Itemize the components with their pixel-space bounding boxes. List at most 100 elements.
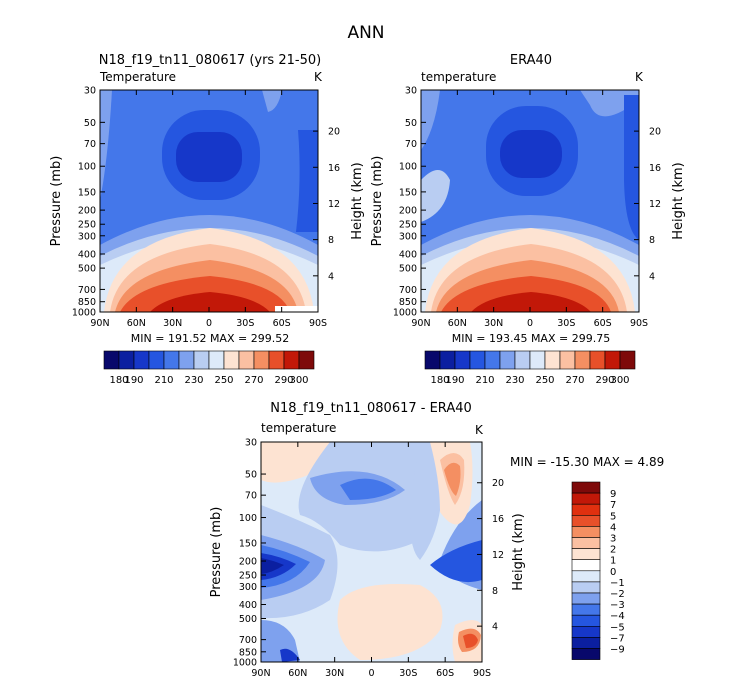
panel-difference-units: K	[475, 423, 484, 437]
contour-fill-300	[150, 292, 270, 312]
height-tick-label: 20	[649, 127, 661, 138]
y-tick-label: 30	[245, 438, 257, 449]
panel-model: N18_f19_tn11_080617 (yrs 21-50) Temperat…	[49, 53, 365, 386]
panel-era40-variable-label: temperature	[421, 70, 496, 84]
panel-era40-ylabel: Pressure (mb)	[370, 156, 385, 247]
colorbar-label: −3	[610, 600, 625, 611]
y-tick-label: 850	[239, 647, 257, 658]
colorbar-box	[283, 350, 300, 370]
height-tick-label: 16	[649, 163, 661, 174]
colorbar-box	[499, 350, 516, 370]
colorbar-box	[571, 559, 601, 572]
x-tick-label: 60S	[594, 318, 612, 329]
colorbar-box	[571, 548, 601, 560]
colorbar-label: 290	[274, 375, 293, 386]
height-tick-label: 20	[328, 127, 340, 138]
x-tick-label: 30N	[325, 668, 344, 679]
colorbar-box	[571, 625, 601, 638]
y-tick-label: 250	[399, 220, 417, 231]
x-tick-label: 0	[206, 318, 212, 329]
colorbar-label: 180	[430, 375, 449, 386]
panel-difference-contour-field	[261, 442, 482, 662]
x-tick-label: 30S	[399, 668, 417, 679]
y-tick-label: 70	[245, 491, 257, 502]
colorbar-box	[529, 350, 546, 370]
y-tick-label: 50	[245, 470, 257, 481]
colorbar-box	[571, 648, 601, 660]
y-tick-label: 400	[399, 249, 417, 260]
y-tick-label: 100	[78, 162, 96, 173]
y-tick-label: 300	[239, 582, 257, 593]
colorbar-box	[559, 350, 576, 370]
y-tick-label: 1000	[72, 308, 96, 319]
colorbar-label: 300	[289, 375, 308, 386]
colorbar-label: 2	[610, 545, 616, 556]
contour-fill-minus4-minus3	[340, 478, 396, 500]
height-tick-label: 12	[328, 199, 340, 210]
panel-model-ylabel: Pressure (mb)	[49, 156, 64, 247]
y-tick-label: 700	[78, 285, 96, 296]
colorbar-label: 180	[109, 375, 128, 386]
colorbar-label: 3	[610, 534, 616, 545]
colorbar-label: 190	[445, 375, 464, 386]
colorbar-box	[571, 603, 601, 616]
height-tick-label: 4	[328, 271, 334, 282]
colorbar-box	[571, 614, 601, 627]
contour-fill-240	[421, 170, 450, 222]
contour-fill-minus4-minus3	[430, 540, 482, 583]
colorbar-box	[454, 350, 471, 370]
x-tick-label: 0	[368, 668, 374, 679]
colorbar-box	[298, 350, 315, 370]
colorbar-box	[238, 350, 255, 370]
colorbar-label: −5	[610, 622, 625, 633]
y-tick-label: 500	[78, 264, 96, 275]
colorbar-box	[253, 350, 270, 370]
colorbar-label: −2	[610, 589, 625, 600]
contour-fill-3-4	[463, 633, 478, 648]
colorbar-label: 190	[124, 375, 143, 386]
x-tick-label: 30N	[484, 318, 503, 329]
x-tick-label: 60N	[288, 668, 307, 679]
y-tick-label: 250	[78, 220, 96, 231]
colorbar-label: −1	[610, 578, 625, 589]
colorbar-label: 5	[610, 511, 616, 522]
panel-model-variable-label: Temperature	[99, 70, 176, 84]
x-tick-label: 30S	[557, 318, 575, 329]
panel-era40-minmax: MIN = 193.45 MAX = 299.75	[452, 332, 610, 345]
contour-fill-230	[421, 90, 440, 150]
height-tick-label: 20	[492, 478, 504, 489]
y-tick-label: 50	[84, 118, 96, 129]
colorbar-label: 9	[610, 489, 616, 500]
colorbar-label: 300	[610, 375, 629, 386]
y-tick-label: 50	[405, 118, 417, 129]
colorbar-box	[268, 350, 285, 370]
panel-era40-contour-field	[421, 90, 639, 312]
colorbar-label: 230	[184, 375, 203, 386]
colorbar-box	[223, 350, 240, 370]
y-tick-label: 500	[239, 614, 257, 625]
y-tick-label: 30	[84, 86, 96, 97]
x-tick-label: 60N	[127, 318, 146, 329]
colorbar-label: 7	[610, 500, 616, 511]
colorbar-label: 270	[565, 375, 584, 386]
y-tick-label: 850	[399, 297, 417, 308]
colorbar-label: 210	[475, 375, 494, 386]
colorbar-box	[544, 350, 561, 370]
x-tick-label: 90N	[251, 668, 270, 679]
colorbar-label: 4	[610, 522, 616, 533]
colorbar-box	[133, 350, 150, 370]
height-tick-label: 4	[492, 622, 498, 633]
colorbar-box	[103, 350, 120, 370]
y-tick-label: 500	[399, 264, 417, 275]
colorbar-box	[193, 350, 210, 370]
x-tick-label: 90N	[411, 318, 430, 329]
colorbar-box	[571, 481, 601, 494]
colorbar-label: 1	[610, 556, 616, 567]
panel-model-contour-field	[100, 90, 318, 312]
y-tick-label: 700	[239, 635, 257, 646]
y-tick-label: 400	[78, 249, 96, 260]
